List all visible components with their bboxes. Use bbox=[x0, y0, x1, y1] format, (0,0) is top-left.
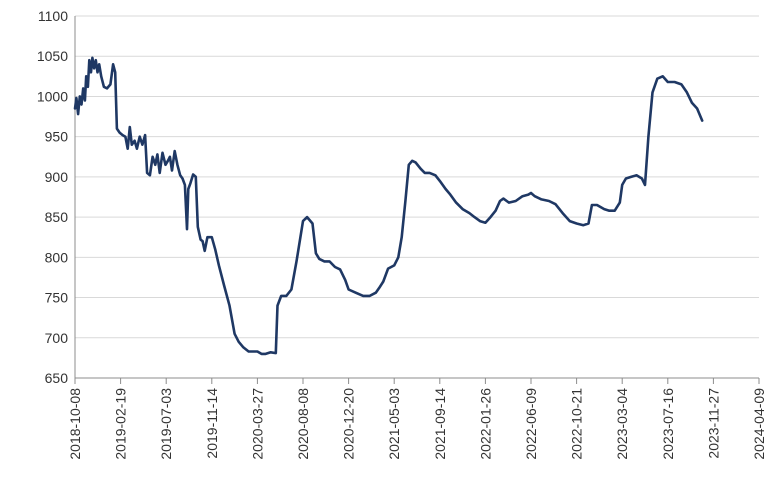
x-tick-label: 2022-10-21 bbox=[569, 388, 585, 460]
y-tick-label: 750 bbox=[45, 290, 69, 306]
x-tick-labels: 2018-10-08 2019-02-19 2019-07-03 2019-11-14… bbox=[67, 388, 767, 460]
x-tick-label: 2023-03-04 bbox=[614, 388, 630, 460]
x-tick-label: 2019-07-03 bbox=[158, 388, 174, 460]
y-tick-label: 800 bbox=[45, 249, 69, 265]
x-tick-label: 2022-01-26 bbox=[477, 388, 493, 460]
axes bbox=[74, 16, 760, 384]
x-tick-label: 2022-06-09 bbox=[523, 388, 539, 460]
x-tick-label: 2019-11-14 bbox=[204, 388, 220, 459]
y-tick-label: 1050 bbox=[37, 48, 68, 64]
x-tick-label: 2019-02-19 bbox=[113, 388, 129, 460]
x-tick-label: 2020-12-20 bbox=[341, 388, 357, 460]
series-layer bbox=[73, 56, 704, 356]
x-tick-label: 2020-08-08 bbox=[295, 388, 311, 460]
series-line bbox=[73, 56, 704, 356]
y-tick-label: 950 bbox=[45, 129, 69, 145]
x-tick-label: 2023-07-16 bbox=[660, 388, 676, 460]
x-tick-label: 2018-10-08 bbox=[67, 388, 83, 460]
x-tick-label: 2020-03-27 bbox=[249, 388, 265, 460]
x-tick-label: 2021-09-14 bbox=[432, 388, 448, 460]
y-tick-labels: 650 700 750 800 850 900 950 1000 1050 1100 bbox=[37, 8, 68, 386]
x-tick-label: 2023-11-27 bbox=[705, 388, 721, 459]
y-tick-label: 1100 bbox=[38, 8, 68, 24]
x-tick-label: 2021-05-03 bbox=[386, 388, 402, 460]
y-tick-label: 900 bbox=[45, 169, 69, 185]
gridlines bbox=[75, 15, 759, 339]
y-tick-label: 650 bbox=[45, 370, 69, 386]
y-tick-label: 1000 bbox=[37, 88, 68, 104]
x-tick-label: 2024-04-09 bbox=[751, 388, 767, 460]
y-tick-label: 700 bbox=[45, 330, 69, 346]
y-tick-label: 850 bbox=[45, 209, 69, 225]
